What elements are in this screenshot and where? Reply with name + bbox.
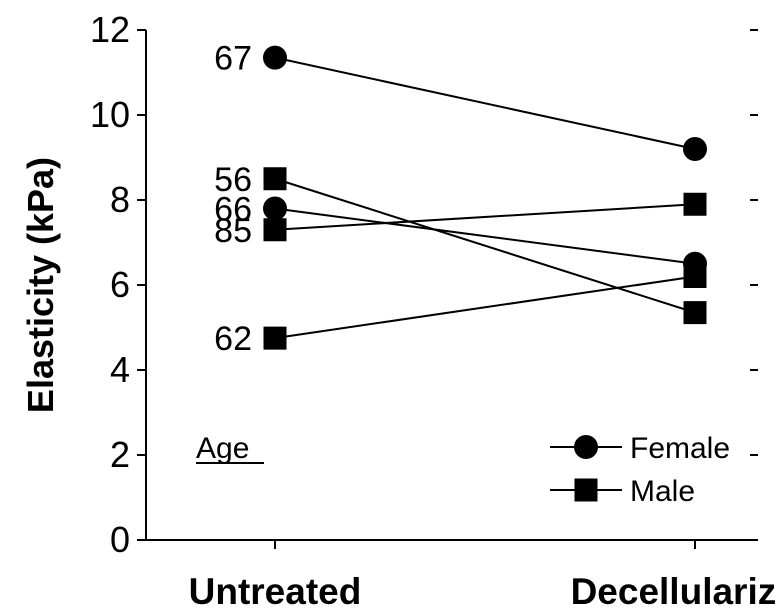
data-point-square	[684, 265, 707, 288]
legend-label: Female	[630, 432, 730, 465]
series-lines	[275, 58, 695, 339]
y-tick-label: 0	[110, 519, 130, 560]
x-category-label: Untreated	[189, 571, 362, 612]
x-category-label: Decellularized	[571, 571, 775, 612]
y-tick-label: 6	[110, 264, 130, 305]
y-tick-label: 4	[110, 349, 130, 390]
y-tick-label: 12	[90, 9, 130, 50]
axes: 0 2 4 6 8 10 12 Untreated Decellularized	[90, 9, 775, 612]
data-point-square	[684, 193, 707, 216]
y-tick-label: 8	[110, 179, 130, 220]
data-point-square	[684, 301, 707, 324]
data-point-circle	[683, 137, 707, 161]
series-line	[275, 58, 695, 149]
data-point-circle	[263, 46, 287, 70]
data-point-square	[264, 327, 287, 350]
series-markers	[263, 46, 707, 350]
legend: Female Male	[550, 432, 730, 508]
legend-marker-circle	[574, 435, 598, 459]
y-tick-label: 10	[90, 94, 130, 135]
annotation-age: Age	[196, 432, 249, 465]
series-line	[275, 179, 695, 313]
y-tick-label: 2	[110, 434, 130, 475]
age-label: 67	[214, 40, 252, 78]
data-point-square	[264, 167, 287, 190]
y-axis-label: Elasticity (kPa)	[20, 157, 61, 413]
age-label: 62	[214, 320, 252, 358]
legend-label: Male	[630, 475, 695, 508]
data-point-square	[264, 218, 287, 241]
legend-marker-square	[575, 479, 598, 502]
data-point-circle	[263, 197, 287, 221]
series-line	[275, 277, 695, 339]
age-label: 85	[214, 212, 252, 250]
